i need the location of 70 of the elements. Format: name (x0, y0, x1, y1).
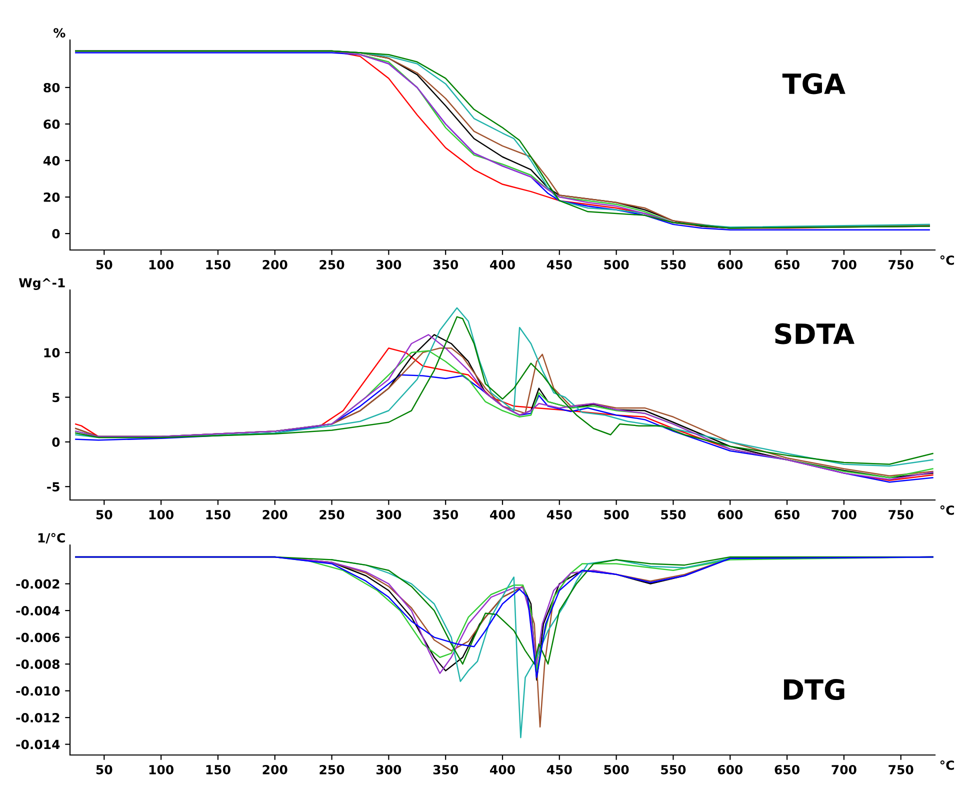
x-tick-label: 100 (149, 260, 174, 270)
x-tick-label: 700 (832, 764, 856, 774)
y-tick-label: -0.004 (16, 606, 60, 616)
x-tick-label: 150 (206, 764, 230, 774)
y-tick-label: 80 (44, 82, 60, 92)
x-tick-label: 700 (832, 260, 856, 270)
x-axis-title: °C (940, 255, 954, 265)
y-tick-label: -0.012 (16, 713, 60, 722)
x-tick-label: 400 (490, 764, 515, 774)
x-tick-label: 200 (262, 510, 288, 520)
x-tick-label: 450 (546, 764, 572, 774)
x-tick-label: 750 (888, 260, 914, 270)
x-tick-label: 750 (888, 764, 914, 774)
x-tick-label: 50 (96, 510, 112, 520)
x-axis-title: °C (940, 505, 954, 515)
x-tick-label: 350 (433, 764, 458, 774)
x-tick-label: 400 (490, 510, 515, 520)
x-tick-label: 350 (433, 510, 458, 520)
x-tick-label: 650 (774, 764, 800, 774)
x-tick-label: 250 (320, 260, 344, 270)
x-tick-label: 450 (546, 260, 572, 270)
text: DTG (784, 679, 844, 700)
x-tick-label: 550 (661, 764, 686, 774)
x-tick-label: 500 (604, 260, 629, 270)
x-tick-label: 550 (661, 260, 686, 270)
x-tick-label: 100 (149, 510, 174, 520)
x-tick-label: 650 (774, 260, 800, 270)
y-tick-label: -0.006 (16, 632, 60, 642)
y-tick-label: -0.014 (16, 740, 60, 750)
x-axis-title: °C (940, 760, 954, 770)
x-tick-label: 600 (718, 260, 743, 270)
x-tick-label: 350 (433, 260, 458, 270)
x-tick-label: 50 (96, 260, 112, 270)
y-tick-label: 40 (43, 156, 60, 166)
y-tick-label: -0.008 (16, 660, 60, 669)
x-tick-label: 650 (774, 510, 800, 520)
x-tick-label: 700 (832, 510, 856, 520)
y-tick-label: -0.010 (16, 686, 60, 696)
x-tick-label: 450 (546, 510, 572, 520)
x-tick-label: 200 (262, 260, 288, 270)
x-tick-label: 150 (206, 510, 230, 520)
y-tick-label: -0.002 (16, 579, 60, 589)
x-tick-label: 750 (888, 510, 914, 520)
x-tick-label: 550 (661, 510, 686, 520)
x-tick-label: 200 (262, 764, 288, 774)
x-tick-label: 150 (206, 260, 230, 270)
x-tick-label: 250 (320, 764, 344, 774)
y-axis-title: 1/°C (38, 533, 65, 544)
x-tick-label: 600 (718, 764, 743, 774)
text: SDTA (775, 323, 854, 344)
y-tick-label: 0 (52, 437, 60, 447)
y-tick-label: 60 (44, 119, 60, 129)
x-tick-label: 100 (149, 764, 174, 774)
text: TGA (782, 73, 846, 94)
y-axis-title: Wg^-1 (18, 278, 65, 290)
x-tick-label: 300 (376, 260, 402, 270)
x-tick-label: 400 (490, 260, 515, 270)
y-tick-label: 5 (52, 392, 60, 402)
y-tick-label: 10 (44, 348, 60, 358)
y-tick-label: 20 (44, 192, 60, 202)
x-tick-label: 300 (376, 510, 402, 520)
x-tick-label: 300 (376, 764, 402, 774)
y-tick-label: -5 (47, 482, 60, 492)
x-tick-label: 500 (604, 510, 629, 520)
x-tick-label: 600 (718, 510, 743, 520)
y-tick-label: 0 (52, 229, 60, 238)
x-tick-label: 500 (604, 764, 629, 774)
x-tick-label: 250 (320, 510, 344, 520)
x-tick-label: 50 (96, 764, 112, 774)
y-axis-title: % (54, 28, 66, 38)
